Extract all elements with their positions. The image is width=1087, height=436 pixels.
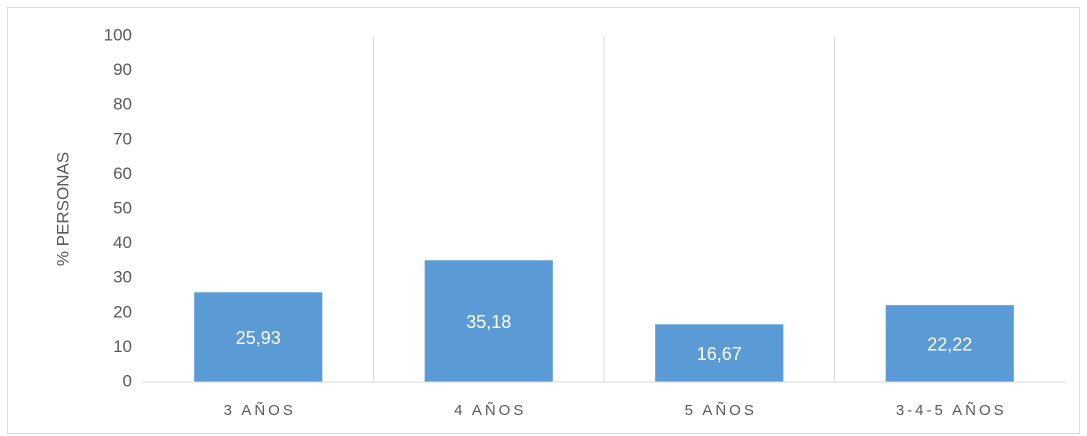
x-tick-label: 4 AÑOS — [454, 402, 526, 419]
bar — [194, 292, 323, 382]
bar — [885, 305, 1014, 382]
y-tick-label: 0 — [123, 371, 132, 390]
y-tick-label: 40 — [113, 233, 132, 252]
y-tick-label: 80 — [113, 95, 132, 114]
data-label: 25,93 — [236, 328, 281, 348]
y-tick-label: 90 — [113, 60, 132, 79]
y-tick-label: 60 — [113, 164, 132, 183]
y-tick-label: 10 — [113, 337, 132, 356]
bar — [424, 260, 553, 382]
y-tick-label: 70 — [113, 129, 132, 148]
x-tick-label: 5 AÑOS — [685, 402, 757, 419]
bar — [655, 324, 784, 382]
y-tick-label: 30 — [113, 268, 132, 287]
x-tick-label: 3-4-5 AÑOS — [896, 402, 1007, 419]
y-tick-label: 20 — [113, 302, 132, 321]
y-axis-label: % PERSONAS — [53, 152, 72, 266]
data-label: 16,67 — [697, 344, 742, 364]
data-label: 35,18 — [466, 312, 511, 332]
y-tick-label: 50 — [113, 198, 132, 217]
data-label: 22,22 — [927, 334, 972, 354]
y-tick-label: 100 — [104, 25, 132, 44]
x-tick-label: 3 AÑOS — [224, 402, 296, 419]
